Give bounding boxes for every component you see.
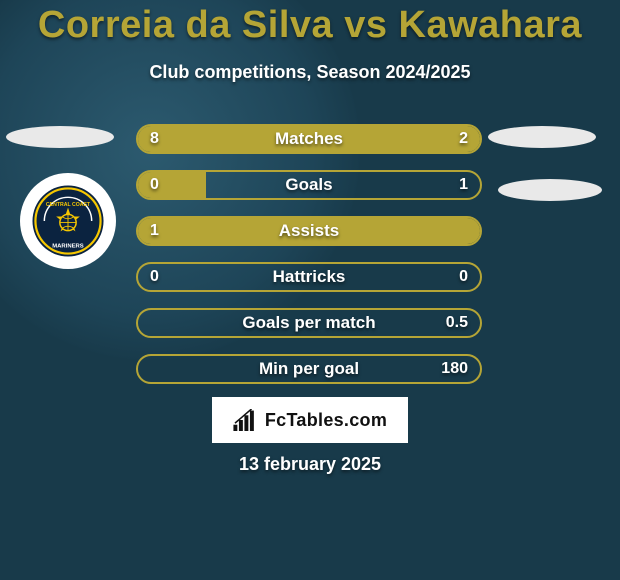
bar-fill-left xyxy=(138,218,480,244)
stat-value-right: 0.5 xyxy=(446,310,468,336)
svg-text:MARINERS: MARINERS xyxy=(52,244,84,250)
stat-value-right: 1 xyxy=(459,172,468,198)
attribution-text: FcTables.com xyxy=(265,410,387,431)
stat-bar: 0.5Goals per match xyxy=(136,308,482,338)
stat-value-right: 180 xyxy=(441,356,468,382)
svg-text:CENTRAL COAST: CENTRAL COAST xyxy=(46,202,91,208)
stat-bar: 180Min per goal xyxy=(136,354,482,384)
comparison-card: Correia da Silva vs Kawahara Club compet… xyxy=(0,0,620,580)
stat-value-left: 0 xyxy=(150,264,159,290)
swoosh-decor xyxy=(498,179,602,201)
comparison-bars: 82Matches 01Goals 1Assists 0 0Hattricks 0.5Go… xyxy=(136,124,482,400)
page-title: Correia da Silva vs Kawahara xyxy=(0,4,620,47)
bar-fill-right xyxy=(412,126,480,152)
stat-bar: 1Assists xyxy=(136,216,482,246)
swoosh-decor xyxy=(6,126,114,148)
stat-label: Hattricks xyxy=(138,264,480,290)
attribution-badge: FcTables.com xyxy=(212,397,408,443)
page-subtitle: Club competitions, Season 2024/2025 xyxy=(0,62,620,83)
mariners-crest-icon: CENTRAL COAST MARINERS xyxy=(31,184,105,258)
stat-bar: 82Matches xyxy=(136,124,482,154)
stat-bar: 0 0Hattricks xyxy=(136,262,482,292)
stat-label: Min per goal xyxy=(138,356,480,382)
bar-fill-left xyxy=(138,126,412,152)
swoosh-decor xyxy=(488,126,596,148)
team-badge: CENTRAL COAST MARINERS xyxy=(20,173,116,269)
stat-label: Goals per match xyxy=(138,310,480,336)
fctables-logo-icon xyxy=(233,409,259,431)
date-text: 13 february 2025 xyxy=(0,454,620,475)
stat-bar: 01Goals xyxy=(136,170,482,200)
bar-fill-left xyxy=(138,172,206,198)
stat-value-right: 0 xyxy=(459,264,468,290)
